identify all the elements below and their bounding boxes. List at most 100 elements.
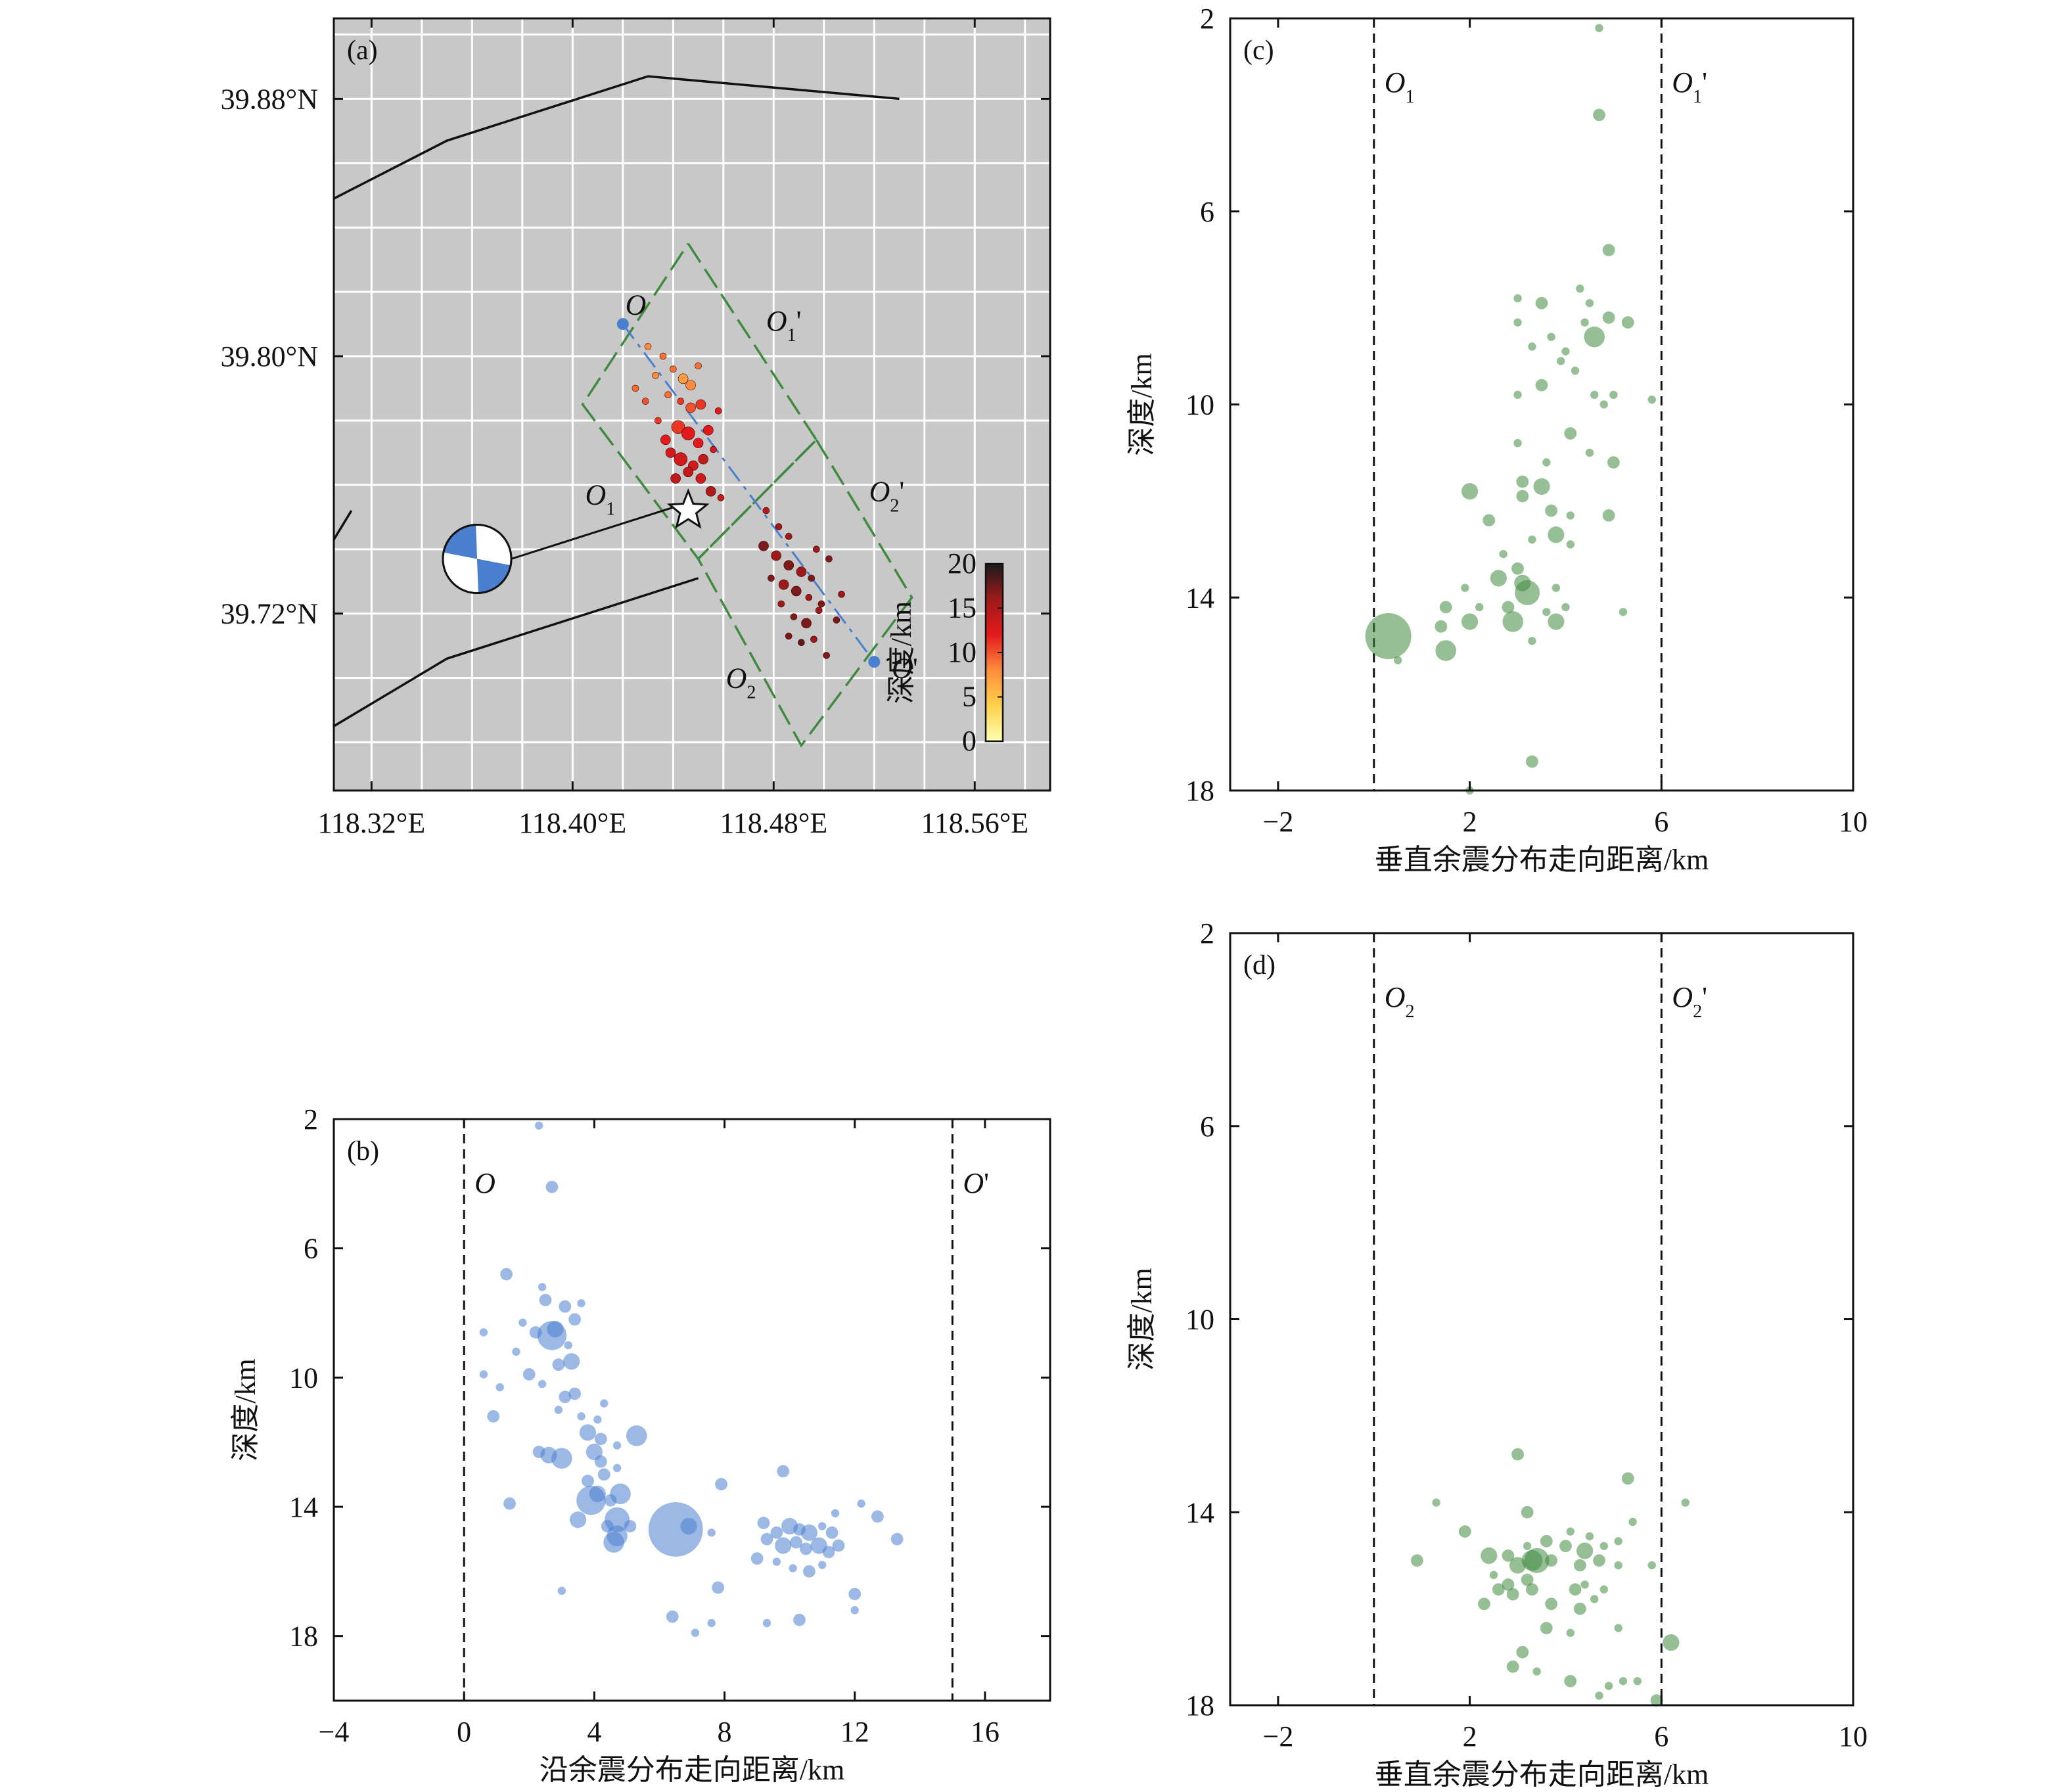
aftershock-point [691, 1628, 700, 1637]
y-tick-label: 10 [289, 1362, 318, 1394]
aftershock-point [1566, 511, 1575, 520]
aftershock-dot [695, 362, 702, 370]
y-tick-label: 6 [1200, 196, 1214, 228]
aftershock-point [579, 1424, 597, 1441]
boundary-label: O1' [1672, 66, 1707, 107]
aftershock-dot [768, 574, 775, 582]
panel-d-profile: O2 O2' −2 2 6 10 2 6 10 14 18 垂直余震分布走向距离/km 深度/km (d) [1126, 917, 1868, 1791]
y-tick-label: 14 [1185, 1496, 1214, 1528]
aftershock-point [1492, 1583, 1505, 1596]
aftershock-point [1545, 504, 1557, 517]
aftershock-dot [641, 398, 649, 405]
aftershock-point [666, 1610, 679, 1623]
panel-b-profile: O O' −4 0 4 8 12 16 2 6 10 14 18 沿余震分布走向距离/km 深度/km (b) [229, 1103, 1051, 1786]
aftershock-point [707, 1528, 716, 1537]
aftershock-point [1595, 1691, 1603, 1700]
y-axis-label: 深度/km [229, 1358, 262, 1461]
aftershock-point [1506, 1660, 1519, 1673]
aftershock-dot [838, 591, 845, 598]
aftershock-point [817, 1522, 827, 1530]
aftershock-point [539, 1293, 552, 1306]
aftershock-point [1461, 584, 1469, 592]
beachball-quadrant [442, 552, 478, 593]
aftershock-point [712, 1581, 725, 1594]
aftershock-point [1513, 439, 1522, 448]
aftershock-point [770, 1526, 783, 1539]
aftershock-dot [771, 550, 781, 561]
y-tick-label: 14 [1185, 582, 1214, 614]
y-tick-label: 18 [1185, 775, 1214, 807]
aftershock-point [479, 1370, 488, 1379]
aftershock-point [802, 1565, 816, 1578]
aftershock-dot [660, 434, 671, 446]
aftershock-point [707, 1619, 716, 1628]
aftershock-point [1585, 299, 1594, 308]
aftershock-dot [798, 639, 805, 647]
aftershock-point [1502, 1578, 1515, 1591]
aftershock-dot [681, 426, 695, 440]
aftershock-point [1545, 1554, 1557, 1567]
aftershock-point [487, 1410, 500, 1423]
aftershock-point [1585, 1532, 1594, 1541]
aftershock-dot [790, 613, 798, 620]
aftershock-dot [810, 635, 817, 643]
aftershock-point [554, 1406, 563, 1414]
aftershock-point [1614, 1561, 1622, 1570]
y-axis-label: 深度/km [1126, 353, 1158, 455]
x-tick-label: 10 [1839, 1720, 1868, 1753]
beachball-quadrant [476, 524, 512, 566]
aftershock-dot [714, 407, 722, 415]
aftershock-point [772, 1557, 781, 1566]
aftershock-point [1580, 1580, 1589, 1589]
aftershock-point [534, 1121, 543, 1130]
aftershock-point [1516, 490, 1529, 503]
aftershock-point [568, 1313, 582, 1326]
aftershock-dot [665, 448, 676, 458]
aftershock-point [1461, 483, 1479, 500]
aftershock-point [1599, 1542, 1608, 1550]
aftershock-point [831, 1509, 840, 1518]
beachball-rim [442, 524, 513, 594]
aftershock-point [604, 1494, 617, 1507]
aftershock-point [1481, 1547, 1498, 1564]
aftershock-dot [805, 593, 813, 601]
aftershock-point [1647, 395, 1656, 404]
aftershock-point [1584, 326, 1605, 348]
boundary-label: O2 [1385, 981, 1415, 1022]
aftershock-dot [677, 398, 685, 405]
aftershock-dot [674, 452, 688, 467]
aftershock-point [850, 1606, 859, 1615]
aftershock-point [545, 1180, 559, 1193]
aftershock-point [1547, 333, 1555, 341]
colorbar-tick-label: 5 [962, 681, 977, 713]
aftershock-dot [670, 473, 681, 484]
x-tick-label: 6 [1654, 1720, 1668, 1753]
aftershock-dot [817, 600, 825, 608]
aftershock-point [1621, 1472, 1634, 1485]
aftershock-dot [678, 373, 689, 384]
aftershock-point [495, 1383, 504, 1392]
panel-a-map: O O' O1' O1 O2' O2 118.32°E 118.40°E 118.48°E 118… [221, 17, 1051, 839]
aftershock-point [800, 1524, 817, 1541]
aftershock-point [569, 1511, 587, 1528]
y-tick-label: 14 [289, 1491, 318, 1523]
aftershock-point [1394, 656, 1402, 664]
y-tick-label: 10 [1185, 389, 1214, 421]
aftershock-point [1535, 296, 1548, 310]
aftershock-point [848, 1588, 862, 1601]
aftershock-point [563, 1353, 580, 1370]
y-tick-label: 10 [1185, 1304, 1214, 1336]
x-tick-label: 118.32°E [317, 807, 425, 839]
aftershock-point [1681, 1498, 1690, 1507]
aftershock-dot [695, 473, 706, 484]
aftershock-point [1607, 456, 1620, 469]
aftershock-point [594, 1455, 607, 1468]
aftershock-point [1566, 1527, 1575, 1536]
aftershock-point [1566, 540, 1575, 549]
aftershock-point [817, 1561, 827, 1569]
x-tick-label: −2 [1263, 806, 1294, 838]
aftershock-point [1502, 611, 1524, 632]
profile-end-label: O1' [766, 305, 802, 346]
